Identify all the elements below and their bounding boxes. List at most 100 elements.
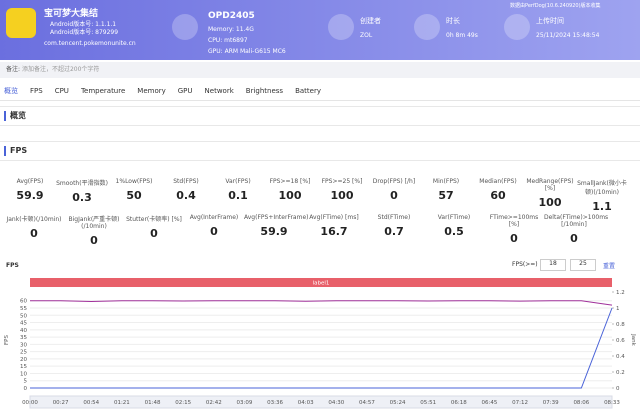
y-tick-label: 35 [20,335,27,341]
metric: Median(FPS) 60 [472,178,524,202]
y-tick-label: 0 [24,386,28,392]
x-tick-label: 08:06 [573,400,589,406]
x-tick-label: 07:39 [543,400,559,406]
tab[interactable]: Battery [295,87,321,95]
chart-title: FPS [6,262,19,269]
y2-tick-label: 1 [616,306,620,312]
note-bar[interactable]: 备注: 添加备注，不超过200个字符 [0,62,640,78]
section-title: FPS [10,146,28,155]
source-note: 数据由PerfDog(10.6.240920)版本收集 [510,3,601,9]
upload-icon [504,14,530,40]
metric: Std(FTime) 0.7 [364,214,424,238]
metric: Avg(InterFrame) 0 [184,214,244,238]
metric-label: Drop(FPS) [/h] [372,178,416,185]
user-icon [328,14,354,40]
metric-label: Std(FTime) [377,214,411,221]
metric-label: SmallJank(微小卡顿)(/10min) [577,180,627,196]
metric-value: 0.3 [72,191,92,204]
x-tick-label: 02:15 [175,400,191,406]
metric-value: 50 [126,189,142,202]
metric-label: Jank(卡顿)(/10min) [6,216,62,223]
tab[interactable]: Memory [137,87,166,95]
label-band [30,278,612,287]
section-header[interactable]: FPS [0,141,640,161]
x-tick-label: 08:33 [604,400,620,406]
label: 备注: [6,66,21,73]
device: OPD2405 [208,11,255,21]
text: Android版本号: 879299 [50,29,119,36]
y-tick-label: 20 [20,357,27,363]
metric-label: Avg(FPS+InterFrame) [244,214,309,221]
metric: Var(FPS) 0.1 [212,178,264,202]
app-name: 宝可梦大集结 [44,9,99,19]
placeholder: 添加备注，不超过200个字符 [21,66,100,73]
series-line [30,307,613,389]
metric-label: Avg(FTime) [ms] [309,214,359,221]
x-tick-label: 04:03 [298,400,314,406]
tab[interactable]: Temperature [80,87,126,95]
y2-axis-label: Jank [630,333,636,346]
threshold-input[interactable]: 25 [570,259,596,271]
metric-value: 100 [538,196,562,209]
metric-value: 60 [490,189,506,202]
metric: BigJank(严重卡顿)(/10min) 0 [64,214,124,247]
metric-value: 57 [438,189,454,202]
y-tick-label: 55 [20,306,27,312]
metric-value: 0 [210,225,218,238]
section-header[interactable]: 概览 [0,106,640,126]
y-axis-label: FPS [4,335,10,345]
x-tick-label: 00:27 [53,400,69,406]
text: 25/11/2024 15:48:54 [536,32,600,39]
tab[interactable]: CPU [54,87,69,95]
y2-tick-label: 0 [616,386,620,392]
metric-label: FPS>=18 [%] [269,178,311,185]
x-tick-label: 00:54 [83,400,99,406]
metric: Drop(FPS) [/h] 0 [368,178,420,202]
threshold-input[interactable]: 18 [540,259,566,271]
tab[interactable]: 概览 [4,87,18,95]
metric-label: Avg(FPS) [16,178,44,185]
metric-label: MedRange(FPS)[%] [526,178,574,192]
tab[interactable]: Network [204,87,234,95]
metric-value: 0 [570,232,578,245]
tab-bar: 概览 FPS CPU Temperature Memory GPU Network Brigh… [0,82,640,101]
x-tick-label: 05:51 [420,400,436,406]
tab[interactable]: GPU [177,87,193,95]
text: 0h 8m 49s [446,32,478,39]
metric: Avg(FPS) 59.9 [4,178,56,202]
metric-value: 0 [150,227,158,240]
x-tick-label: 05:24 [390,400,406,406]
text: CPU: mt6897 [208,37,248,44]
y-tick-label: 15 [20,364,27,370]
reset-link[interactable]: 重置 [603,263,616,270]
metric-value: 1.1 [592,200,612,213]
metric: MedRange(FPS)[%] 100 [524,178,576,209]
metric-label: BigJank(严重卡顿)(/10min) [68,216,120,230]
metric-label: Min(FPS) [432,178,460,185]
metric: Jank(卡顿)(/10min) 0 [4,214,64,240]
text: com.tencent.pokemonunite.cn [44,40,136,47]
x-tick-label: 01:21 [114,400,130,406]
metric-value: 0 [30,227,38,240]
x-tick-label: 03:09 [236,400,252,406]
x-tick-label: 03:36 [267,400,283,406]
text: GPU: ARM Mali-G615 MC6 [208,48,286,55]
label: 创建者 [360,17,381,25]
x-tick-label: 06:18 [451,400,467,406]
x-tick-label: 02:42 [206,400,222,406]
x-tick-label: 04:57 [359,400,375,406]
y2-tick-label: 0.8 [616,322,625,328]
tab[interactable]: Brightness [245,87,284,95]
tab[interactable]: FPS [30,87,43,95]
band-label: label1 [313,281,330,287]
metric-value: 0 [510,232,518,245]
metric-label: 1%Low(FPS) [115,178,153,185]
metric: Min(FPS) 57 [420,178,472,202]
metric: Var(FTime) 0.5 [424,214,484,238]
y-tick-label: 40 [20,328,27,334]
series-line [30,300,613,306]
text: Memory: 11.4G [208,26,254,33]
x-tick-label: 01:48 [145,400,161,406]
section-title: 概览 [10,111,26,120]
